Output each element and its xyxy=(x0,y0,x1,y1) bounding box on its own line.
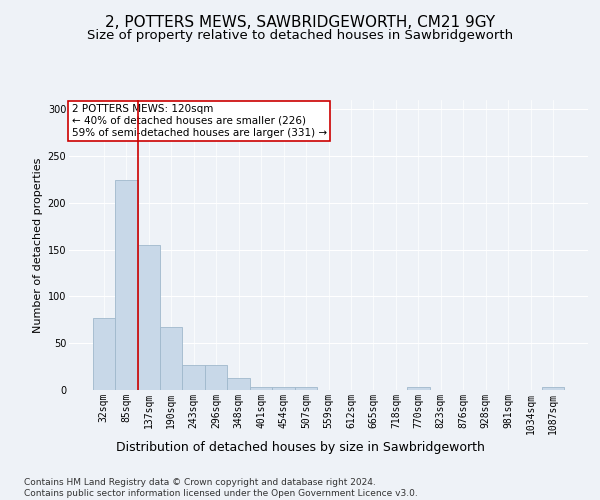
Bar xyxy=(160,328,182,390)
Bar xyxy=(295,387,317,390)
Text: Contains HM Land Registry data © Crown copyright and database right 2024.
Contai: Contains HM Land Registry data © Crown c… xyxy=(24,478,418,498)
Bar xyxy=(92,318,115,390)
Bar xyxy=(115,180,137,390)
Bar xyxy=(250,387,272,390)
Bar xyxy=(407,387,430,390)
Text: 2, POTTERS MEWS, SAWBRIDGEWORTH, CM21 9GY: 2, POTTERS MEWS, SAWBRIDGEWORTH, CM21 9G… xyxy=(105,15,495,30)
Bar xyxy=(205,364,227,390)
Bar xyxy=(182,364,205,390)
Bar xyxy=(137,245,160,390)
Bar xyxy=(542,387,565,390)
Y-axis label: Number of detached properties: Number of detached properties xyxy=(34,158,43,332)
Bar xyxy=(272,387,295,390)
Text: Size of property relative to detached houses in Sawbridgeworth: Size of property relative to detached ho… xyxy=(87,28,513,42)
Text: Distribution of detached houses by size in Sawbridgeworth: Distribution of detached houses by size … xyxy=(116,441,484,454)
Text: 2 POTTERS MEWS: 120sqm
← 40% of detached houses are smaller (226)
59% of semi-de: 2 POTTERS MEWS: 120sqm ← 40% of detached… xyxy=(71,104,327,138)
Bar xyxy=(227,378,250,390)
